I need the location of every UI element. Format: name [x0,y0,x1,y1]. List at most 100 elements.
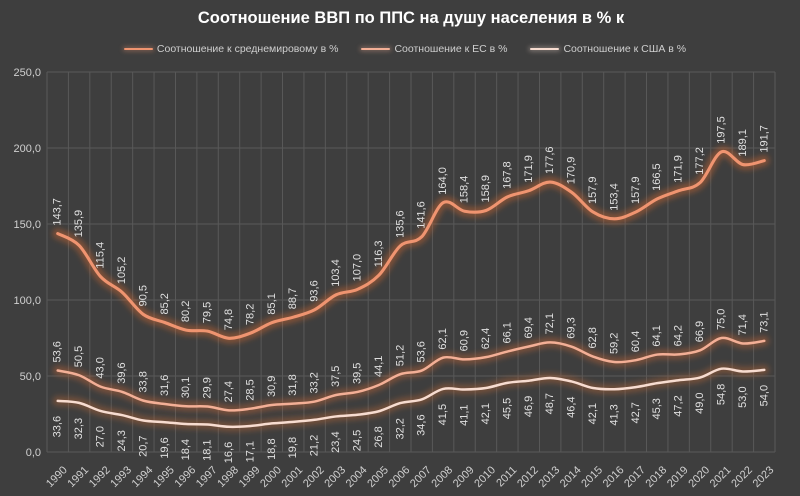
data-label: 78,2 [244,304,256,325]
legend-swatch-eu-icon [361,47,391,51]
data-label: 16,6 [223,442,235,463]
data-label: 18,8 [266,438,278,459]
x-axis-label: 2000 [258,464,284,490]
legend-item-usa[interactable]: Соотношение к США в % [530,43,686,55]
y-axis-label: 250,0 [13,67,41,79]
data-label: 39,6 [116,362,128,383]
data-label: 31,8 [287,374,299,395]
x-axis-label: 1991 [65,464,91,490]
data-label: 85,1 [266,293,278,314]
data-label: 69,4 [523,317,535,338]
data-label: 59,2 [608,333,620,354]
x-axis-label: 2004 [344,464,370,490]
data-label: 54,8 [716,384,728,405]
y-axis: 0,0 50,0 100,0 150,0 200,0 250,0 [13,67,41,459]
legend: Соотношение к среднемировому в % Соотнош… [41,43,769,55]
x-axis-label: 2003 [322,464,348,490]
data-label: 42,7 [630,402,642,423]
series-labels-0: 143,7 135,9 115,4 105,2 90,5 85,2 80,2 79,5 74,8… [52,116,771,330]
data-label: 60,4 [630,331,642,352]
data-label: 116,3 [373,240,385,267]
data-label: 157,9 [587,176,599,204]
data-label: 23,4 [330,431,342,452]
data-label: 49,0 [694,393,706,414]
x-axis-label: 1999 [237,464,263,490]
data-label: 75,0 [716,309,728,330]
x-axis-label: 2009 [451,464,477,490]
data-label: 50,5 [73,346,85,367]
legend-item-world[interactable]: Соотношение к среднемировому в % [123,43,338,55]
x-axis-label: 2001 [280,464,306,490]
x-axis-label: 2015 [579,464,605,490]
data-label: 171,9 [523,155,535,183]
chart-title: Соотношение ВВП по ППС на душу населения… [197,9,625,27]
x-axis-label: 2002 [301,464,327,490]
data-label: 53,6 [416,341,428,362]
data-label: 27,4 [223,381,235,402]
data-label: 27,0 [95,426,107,447]
legend-label-eu: Соотношение к ЕС в % [394,43,508,55]
data-label: 72,1 [544,313,556,334]
data-label: 71,4 [737,314,749,335]
data-label: 189,1 [737,129,749,157]
x-axis-label: 1990 [44,464,70,490]
data-label: 41,3 [608,404,620,425]
data-label: 171,9 [673,155,685,183]
y-axis-label: 150,0 [13,219,41,231]
data-label: 47,2 [673,395,685,416]
x-axis-label: 2008 [429,464,455,490]
series-1 [52,332,770,416]
data-label: 18,1 [202,440,214,461]
data-label: 74,8 [223,309,235,330]
data-label: 158,4 [459,176,471,204]
x-axis-label: 2010 [472,464,498,490]
data-label: 42,1 [587,403,599,424]
data-label: 177,2 [694,147,706,175]
data-label: 41,1 [459,405,471,426]
data-label: 153,4 [608,183,620,211]
data-label: 37,5 [330,366,342,387]
series-labels-2: 33,6 32,3 27,0 24,3 20,7 19,6 18,4 18,1 16,6 17,1… [52,384,771,464]
data-label: 45,5 [501,398,513,419]
data-label: 93,6 [309,280,321,301]
data-label: 115,4 [95,242,107,269]
data-label: 17,1 [244,441,256,462]
data-label: 32,2 [394,418,406,439]
y-axis-label: 100,0 [13,295,41,307]
x-axis-label: 2017 [622,464,648,490]
series-2 [52,363,770,432]
series-line [56,336,766,412]
x-axis-label: 1995 [151,464,177,490]
data-label: 166,5 [651,163,663,191]
data-label: 53,6 [52,341,64,362]
data-label: 20,7 [137,436,149,457]
data-label: 53,0 [737,386,749,407]
gridlines [46,71,776,453]
data-label: 107,0 [352,254,364,282]
data-label: 66,1 [501,322,513,343]
x-axis-label: 2011 [494,464,519,489]
data-label: 19,6 [159,437,171,458]
data-label: 45,3 [651,398,663,419]
data-label: 34,6 [416,414,428,435]
y-axis-label: 200,0 [13,143,41,155]
data-label: 44,1 [373,356,385,377]
legend-label-usa: Соотношение к США в % [563,43,687,55]
data-label: 69,3 [566,317,578,338]
x-axis-label: 1993 [108,464,134,490]
data-label: 62,4 [480,328,492,349]
x-axis-label: 2021 [708,464,734,490]
x-axis-label: 2023 [751,464,777,490]
data-label: 21,2 [309,435,321,456]
data-label: 135,9 [73,210,85,238]
x-axis: 1990199119921993199419951996199719981999… [44,464,776,490]
legend-item-eu[interactable]: Соотношение к ЕС в % [361,43,507,55]
x-axis-label: 2014 [558,464,584,490]
x-axis-label: 1998 [215,464,241,490]
x-axis-label: 2007 [408,464,434,490]
data-label: 29,9 [202,377,214,398]
data-label: 191,7 [758,125,770,153]
data-label: 164,0 [437,167,449,195]
